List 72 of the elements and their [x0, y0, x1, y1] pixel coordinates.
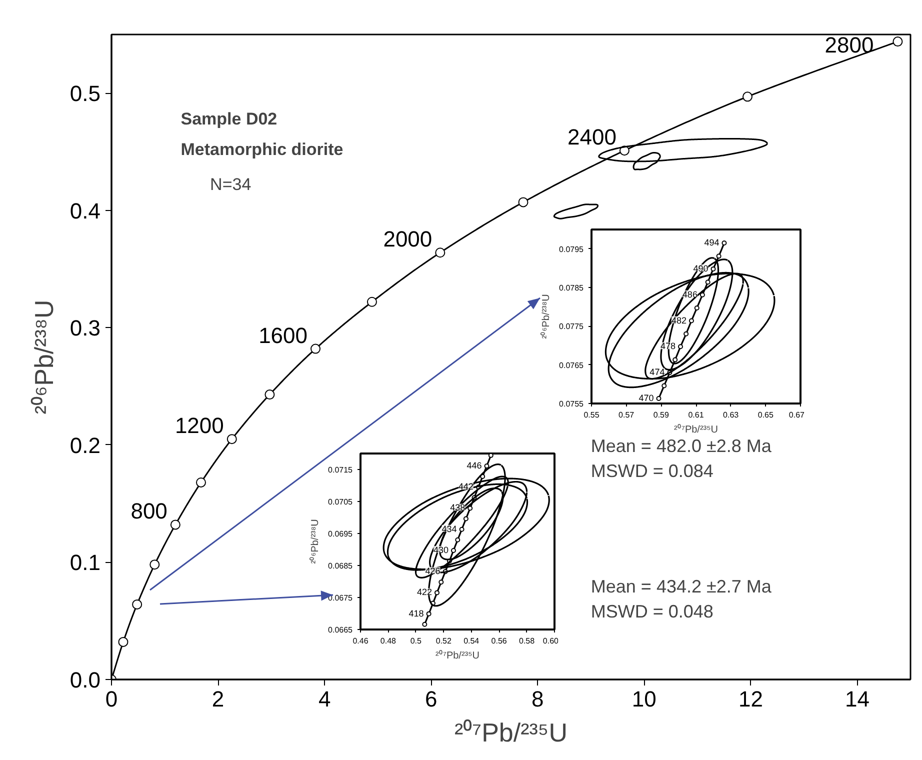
annotation: Metamorphic diorite: [180, 140, 344, 159]
annotation: 494: [704, 238, 720, 248]
annotation: MSWD = 0.048: [590, 601, 714, 622]
y-tick-label: 0.2: [70, 432, 101, 458]
x-tick-label: 4: [318, 686, 331, 712]
y-tick-label: 0.0685: [328, 562, 354, 570]
annotation: MSWD = 0.084: [590, 460, 714, 481]
y-tick-label: 0.0715: [328, 466, 354, 474]
annotation: 800: [130, 498, 168, 524]
x-tick-label: 0.5: [410, 636, 422, 646]
annotation: 474: [650, 367, 665, 378]
annotation: 490: [693, 263, 708, 274]
annotation: 2800: [824, 32, 874, 58]
x-tick-label: 0.57: [618, 410, 635, 420]
x-tick-label: 0.63: [723, 410, 740, 420]
annotation: 430: [433, 544, 448, 555]
annotation: 2400: [568, 124, 616, 150]
annotation: 418: [408, 608, 424, 618]
x-tick-label: 0.59: [653, 410, 670, 420]
x-tick-label: 0.65: [758, 410, 774, 420]
annotation: Mean = 482.0 ±2.8 Ma: [590, 436, 772, 456]
x-tick-label: 0.52: [436, 636, 452, 646]
x-tick-label: 0.54: [464, 636, 480, 646]
annotation: 470: [638, 392, 654, 403]
annotation: Mean = 434.2 ±2.7 Ma: [590, 576, 772, 596]
annotation: 422: [416, 587, 432, 598]
y-tick-label: 0.0755: [559, 400, 584, 408]
annotation: 1200: [174, 413, 224, 438]
annotation: 434: [442, 524, 457, 534]
annotation: 482: [671, 315, 686, 326]
y-axis-title: ²⁰⁶Pb/²³⁸U: [540, 294, 552, 339]
y-tick-label: 0.0705: [328, 498, 354, 506]
x-tick-label: 0.48: [380, 636, 397, 646]
x-axis-title: ²⁰⁷Pb/²³⁵U: [454, 718, 568, 748]
x-tick-label: 8: [532, 686, 544, 712]
x-tick-label: 10: [632, 686, 656, 712]
annotation: 446: [466, 460, 482, 470]
annotation: 478: [660, 341, 676, 352]
y-axis-title: ²⁰⁶Pb/²³⁸U: [28, 300, 59, 414]
x-tick-label: 0.61: [688, 410, 704, 420]
x-tick-label: 6: [424, 686, 438, 712]
x-tick-label: 0.55: [584, 410, 600, 420]
x-tick-label: 0.46: [352, 636, 369, 646]
annotation: 438: [450, 502, 466, 513]
x-tick-label: 0: [105, 686, 118, 712]
y-tick-label: 0.0765: [559, 360, 584, 370]
annotation: 442: [458, 482, 474, 492]
annotation: 1600: [258, 322, 308, 348]
annotation: 2000: [383, 226, 432, 252]
y-tick-label: 0.0695: [328, 530, 354, 538]
y-tick-label: 0.0: [70, 668, 101, 692]
y-tick-label: 0.0795: [559, 244, 584, 254]
x-tick-label: 0.67: [788, 410, 806, 420]
x-tick-label: 14: [845, 686, 870, 712]
annotation: 486: [682, 289, 698, 300]
y-tick-label: 0.4: [70, 198, 101, 224]
y-tick-label: 0.5: [70, 81, 101, 106]
y-axis-title: ²⁰⁶Pb/²³⁸U: [309, 519, 322, 564]
x-tick-label: 0.56: [491, 636, 508, 646]
y-tick-label: 0.3: [70, 316, 101, 341]
y-tick-label: 0.0785: [559, 284, 584, 292]
y-tick-label: 0.0665: [328, 626, 354, 634]
y-tick-label: 0.0775: [559, 322, 584, 332]
x-tick-label: 12: [738, 686, 763, 712]
x-axis-title: ²⁰⁷Pb/²³⁵U: [674, 424, 718, 436]
annotation: Sample D02: [180, 109, 278, 128]
annotation: N=34: [210, 175, 252, 194]
y-tick-label: 0.1: [70, 550, 101, 576]
x-tick-label: 0.58: [519, 636, 536, 646]
x-tick-label: 0.60: [542, 636, 560, 646]
x-axis-title: ²⁰⁷Pb/²³⁵U: [436, 650, 480, 662]
x-tick-label: 2: [212, 686, 224, 712]
